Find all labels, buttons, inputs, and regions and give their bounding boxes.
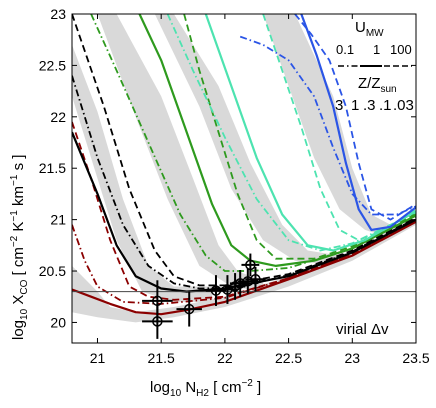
legend-z-value-1: 1 <box>351 97 359 114</box>
observation-1 <box>142 303 173 339</box>
observation-marker <box>183 303 195 315</box>
observation-2 <box>176 291 202 327</box>
band-1 <box>72 44 213 302</box>
y-tick-label: 22 <box>50 109 66 125</box>
x-tick-label: 21 <box>90 350 106 366</box>
x-tick-label: 22 <box>217 350 233 366</box>
observation-8 <box>245 266 266 292</box>
legend-umw-value-0: 0.1 <box>336 42 354 57</box>
series-line-8 <box>90 14 416 272</box>
series-line-7 <box>183 14 416 260</box>
series-line-11 <box>166 14 416 252</box>
observation-9 <box>241 253 260 277</box>
y-tick-label: 21 <box>50 212 66 228</box>
series-line-9 <box>204 14 416 252</box>
x-tick-label: 21.5 <box>148 350 175 366</box>
legend-z-value-4: .03 <box>393 97 414 114</box>
y-tick-label: 20 <box>50 314 66 330</box>
x-tick-label: 22.5 <box>275 350 302 366</box>
x-tick-label: 23.5 <box>402 350 429 366</box>
legend-umw-title: UMW <box>355 19 384 39</box>
uncertainty-bands <box>72 14 416 323</box>
observation-marker <box>234 278 246 289</box>
axis-ticks: 21 21.5 22 22.5 23 23.5 20 20.5 21 21.5 22 22.5 23 <box>39 6 430 366</box>
observation-marker <box>250 274 261 285</box>
series-line-13 <box>294 14 416 221</box>
x-axis-label: log10 NH2 [ cm−2 ] <box>150 378 261 399</box>
y-tick-label: 20.5 <box>39 263 66 279</box>
series-line-12 <box>300 14 416 231</box>
annotation-virial: virial Δv <box>336 321 389 338</box>
legend-umw-value-1: 1 <box>373 42 380 57</box>
band-4 <box>263 14 391 239</box>
y-axis-label: log10 XCO [ cm−2 K−1 km−1 s ] <box>9 155 30 340</box>
series-line-14 <box>239 35 416 216</box>
observation-points <box>142 253 266 339</box>
observation-marker <box>210 285 222 296</box>
legend-z-value-2: .3 <box>363 97 376 114</box>
legend-z-title: Z/Zsun <box>358 75 397 95</box>
observation-marker <box>245 259 256 271</box>
series-line-10 <box>262 14 416 242</box>
legend-z-value-3: .1 <box>379 97 392 114</box>
series-line-0 <box>72 220 416 316</box>
series-line-1 <box>72 121 416 301</box>
band-3 <box>154 14 340 266</box>
y-tick-label: 23 <box>50 6 66 22</box>
observation-marker <box>152 316 163 327</box>
series-line-3 <box>72 131 416 293</box>
legend: UMW 0.1 1 100 Z/Zsun 3 1 .3 .1 .03 <box>335 19 414 114</box>
band-0 <box>72 219 416 323</box>
legend-z-value-0: 3 <box>335 97 343 114</box>
y-tick-label: 22.5 <box>39 57 66 73</box>
y-tick-label: 21.5 <box>39 160 66 176</box>
band-2 <box>97 14 264 292</box>
x-tick-label: 23 <box>345 350 361 366</box>
series-line-5 <box>72 75 416 290</box>
legend-umw-value-2: 100 <box>390 42 412 57</box>
plot-frame <box>71 13 417 344</box>
series-line-4 <box>72 14 416 287</box>
observation-marker <box>242 276 254 287</box>
